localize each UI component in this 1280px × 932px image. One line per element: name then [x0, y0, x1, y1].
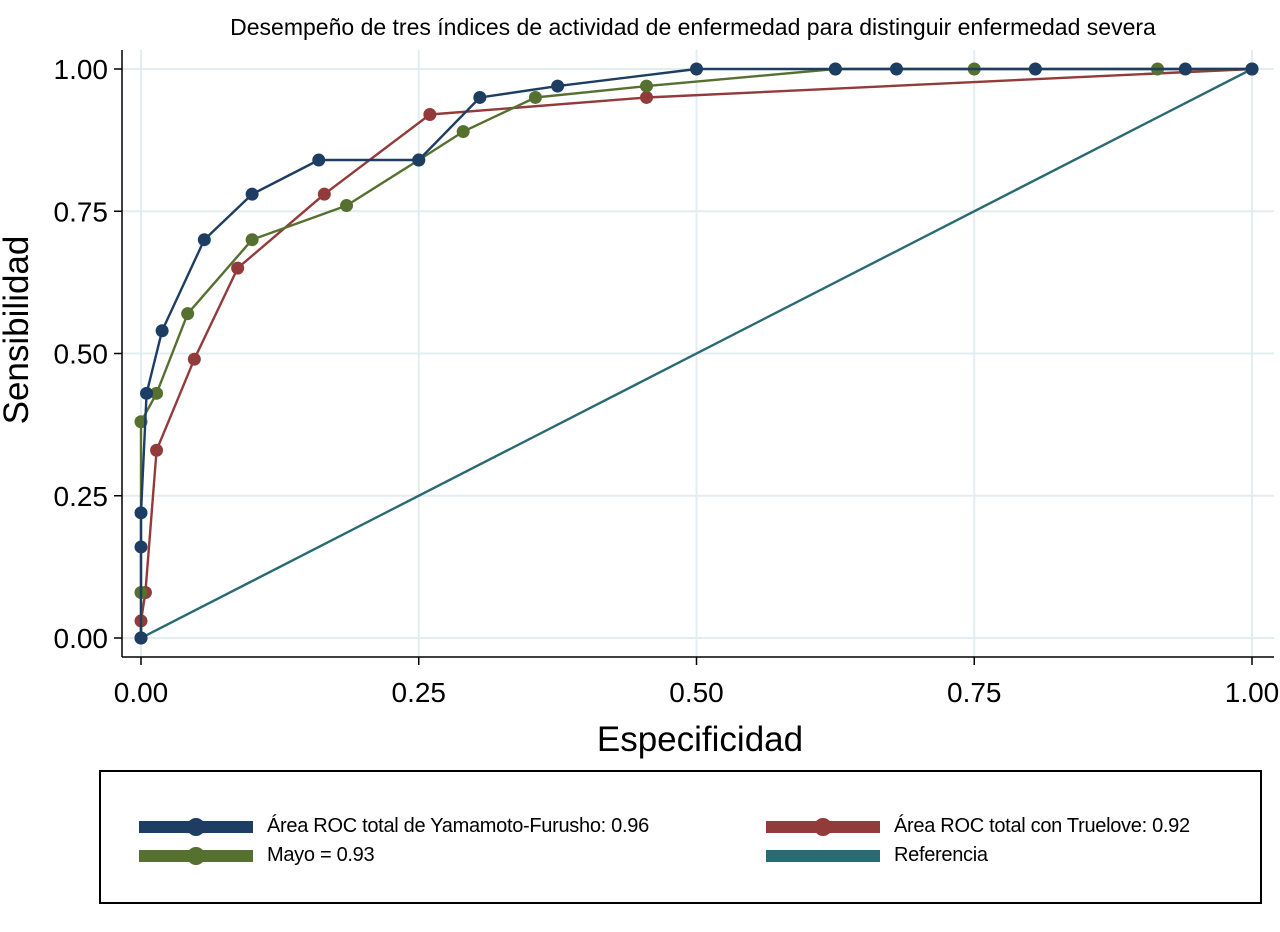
data-point-area-roc-total-de-yamamoto-furusho: [140, 386, 154, 400]
data-point-area-roc-total-con-truelove: [187, 352, 201, 366]
data-point-area-roc-total-de-yamamoto-furusho: [134, 631, 148, 645]
data-point-area-roc-total-con-truelove: [423, 108, 437, 122]
legend: Área ROC total de Yamamoto-Furusho: 0.96…: [99, 770, 1262, 904]
data-point-area-roc-total-de-yamamoto-furusho: [197, 233, 211, 247]
data-point-area-roc-total-de-yamamoto-furusho: [1028, 62, 1042, 76]
y-tick-label: 0.50: [54, 339, 109, 370]
data-point-area-roc-total-de-yamamoto-furusho: [1245, 62, 1259, 76]
series-line-referencia: [140, 67, 1253, 640]
legend-item-yamamoto: Área ROC total de Yamamoto-Furusho: 0.96: [139, 815, 649, 838]
legend-label-truelove: Área ROC total con Truelove: 0.92: [894, 815, 1190, 837]
legend-swatch-mayo: [139, 846, 253, 865]
data-point-area-roc-total-de-yamamoto-furusho: [551, 79, 565, 93]
legend-item-referencia: Referencia: [766, 844, 988, 867]
x-axis-label: Especificidad: [597, 720, 803, 759]
x-tick-label: 0.00: [114, 677, 169, 708]
x-tick-label: 0.75: [947, 677, 1002, 708]
legend-label-mayo: Mayo = 0.93: [267, 844, 375, 866]
data-point-mayo: [456, 125, 470, 139]
legend-item-mayo: Mayo = 0.93: [139, 844, 375, 867]
roc-chart: Desempeño de tres índices de actividad d…: [0, 14, 1280, 759]
legend-marker-yamamoto: [187, 817, 205, 836]
data-point-area-roc-total-de-yamamoto-furusho: [473, 90, 487, 104]
legend-marker-truelove: [814, 817, 832, 836]
data-point-area-roc-total-de-yamamoto-furusho: [889, 62, 903, 76]
data-point-area-roc-total-de-yamamoto-furusho: [155, 324, 169, 338]
data-point-area-roc-total-de-yamamoto-furusho: [245, 187, 259, 201]
y-axis-label: Sensibilidad: [0, 236, 36, 425]
legend-swatch-yamamoto: [139, 817, 253, 836]
data-point-mayo: [150, 386, 164, 400]
data-point-area-roc-total-con-truelove: [640, 90, 654, 104]
data-point-area-roc-total-de-yamamoto-furusho: [1178, 62, 1192, 76]
chart-title: Desempeño de tres índices de actividad d…: [230, 14, 1156, 40]
data-point-area-roc-total-de-yamamoto-furusho: [828, 62, 842, 76]
legend-swatch-truelove: [766, 817, 880, 836]
y-tick-label: 1.00: [54, 54, 109, 85]
data-point-area-roc-total-de-yamamoto-furusho: [312, 153, 326, 167]
x-tick-label: 1.00: [1225, 677, 1280, 708]
legend-line-referencia: [766, 849, 880, 862]
y-tick-label: 0.25: [54, 481, 109, 512]
series-layer: [134, 62, 1259, 645]
y-tick-label: 0.75: [54, 196, 109, 227]
x-tick-label: 0.50: [669, 677, 724, 708]
data-point-area-roc-total-de-yamamoto-furusho: [134, 540, 148, 554]
series-line-area-roc-total-con-truelove: [139, 67, 1253, 638]
x-tick-label: 0.25: [392, 677, 447, 708]
y-tick-label: 0.00: [54, 623, 109, 654]
data-point-area-roc-total-con-truelove: [150, 443, 164, 457]
data-point-area-roc-total-de-yamamoto-furusho: [134, 506, 148, 520]
legend-label-yamamoto: Área ROC total de Yamamoto-Furusho: 0.96: [267, 815, 649, 837]
data-point-mayo: [245, 233, 259, 247]
data-point-area-roc-total-de-yamamoto-furusho: [690, 62, 703, 76]
data-point-mayo: [528, 90, 542, 104]
legend-swatch-referencia: [766, 849, 880, 862]
legend-item-truelove: Área ROC total con Truelove: 0.92: [766, 815, 1190, 838]
tick-layer: 0.00 0.25 0.50 0.75 1.00 0.00 0.25 0.50 0.75 1.00: [54, 54, 1280, 708]
data-point-area-roc-total-con-truelove: [317, 187, 331, 201]
data-point-mayo: [640, 79, 654, 93]
legend-marker-mayo: [187, 846, 205, 865]
data-point-area-roc-total-con-truelove: [231, 261, 245, 275]
data-point-mayo: [340, 199, 354, 213]
legend-label-referencia: Referencia: [894, 844, 988, 866]
data-point-mayo: [181, 307, 195, 321]
data-point-area-roc-total-de-yamamoto-furusho: [412, 153, 426, 167]
